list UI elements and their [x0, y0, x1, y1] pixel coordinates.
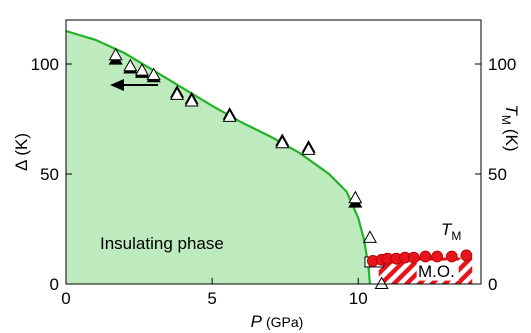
- arrow: [110, 79, 158, 91]
- y-left-symbol: Δ: [12, 160, 31, 171]
- mo-label-bg: [416, 260, 459, 281]
- tm-point: [431, 250, 444, 263]
- x-tick-label: 0: [61, 289, 70, 308]
- insulating-phase-region: [66, 31, 370, 284]
- open-triangle-point: [146, 67, 161, 81]
- tm-label: TM: [441, 220, 461, 243]
- tm-point: [419, 250, 432, 263]
- open-triangle-point: [348, 190, 363, 204]
- x-tick-label: 5: [207, 289, 216, 308]
- open-triangle-point: [170, 87, 185, 100]
- open-triangle-point: [222, 109, 237, 122]
- y-right-tick-label: 100: [488, 55, 516, 74]
- insulating-phase-label: Insulating phase: [100, 234, 224, 253]
- fill-layer: [65, 29, 473, 285]
- y-left-tick-label: 100: [31, 55, 59, 74]
- tm-label-sub: M: [451, 229, 461, 243]
- tm-point: [445, 250, 458, 263]
- open-triangle-point: [275, 135, 290, 149]
- tm-label-main: T: [441, 220, 453, 239]
- open-triangle-point: [362, 230, 377, 243]
- y-axis-left-label: Δ (K): [12, 133, 31, 171]
- plot-frame: [65, 19, 482, 285]
- marks-layer: [108, 47, 473, 290]
- mo-label: M.O.: [418, 262, 455, 281]
- y-left-tick-label: 50: [40, 165, 59, 184]
- svg-text:Δ(K): Δ (K): [12, 133, 31, 171]
- y-right-unit: (K): [502, 129, 521, 152]
- tm-point: [407, 251, 420, 264]
- open-triangle-point: [134, 63, 150, 76]
- y-right-tick-label: 0: [488, 275, 497, 294]
- x-axis-label: P: [251, 312, 263, 331]
- open-triangle-point: [301, 142, 316, 155]
- y-right-symbol: T: [502, 104, 521, 116]
- y-right-tick-label: 50: [488, 165, 507, 184]
- tm-point: [460, 249, 473, 262]
- y-left-unit: (K): [12, 133, 31, 156]
- y-right-sub: M: [499, 115, 513, 125]
- phase-boundary-line: [65, 29, 372, 285]
- svg-text:TM(K): TM (K): [499, 104, 521, 151]
- y-axis-right-label: TM (K): [499, 104, 521, 151]
- y-left-tick-label: 0: [50, 275, 59, 294]
- x-tick-label: 10: [349, 289, 368, 308]
- x-axis-unit: (GPa): [266, 314, 303, 330]
- open-triangle-point: [108, 47, 123, 61]
- open-triangle-point: [184, 93, 199, 107]
- open-triangle-point: [123, 58, 138, 72]
- open-triangle-point: [374, 276, 389, 290]
